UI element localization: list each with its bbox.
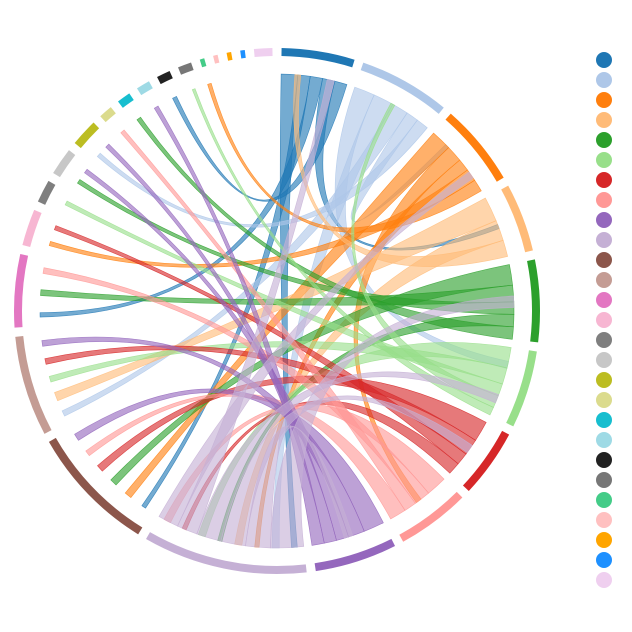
node-arc	[506, 350, 537, 427]
chords	[39, 73, 515, 549]
legend-marker	[596, 192, 612, 208]
legend-marker	[596, 492, 612, 508]
legend-marker	[596, 512, 612, 528]
node-arc	[53, 150, 76, 178]
node-arc	[199, 58, 207, 68]
chord	[53, 225, 467, 465]
node-arc	[253, 48, 273, 57]
node-arc	[157, 70, 173, 85]
legend-marker	[596, 312, 612, 328]
node-arc	[22, 209, 42, 248]
legend-marker	[596, 332, 612, 348]
node-arc	[100, 107, 116, 123]
node-arc	[445, 113, 504, 182]
legend-marker	[596, 412, 612, 428]
chord	[207, 82, 482, 233]
node-arc	[462, 430, 510, 491]
chord	[39, 76, 323, 318]
legend-marker	[596, 112, 612, 128]
legend-marker	[596, 552, 612, 568]
node-arc	[14, 253, 29, 328]
node-arc	[281, 48, 355, 68]
chord	[120, 129, 416, 511]
legend-marker	[596, 132, 612, 148]
node-arcs	[14, 48, 540, 574]
node-arc	[48, 437, 143, 535]
legend-marker	[596, 92, 612, 108]
legend-marker	[596, 292, 612, 308]
chord	[270, 295, 515, 549]
legend-marker	[596, 352, 612, 368]
chord	[196, 371, 500, 542]
legend-marker	[596, 532, 612, 548]
node-arc	[240, 49, 246, 59]
legend-marker	[596, 72, 612, 88]
legend-marker	[596, 232, 612, 248]
node-arc	[74, 122, 100, 149]
node-arc	[117, 93, 134, 108]
legend-marker	[596, 272, 612, 288]
legend-marker	[596, 392, 612, 408]
node-arc	[146, 532, 307, 574]
legend-marker	[596, 452, 612, 468]
node-arc	[37, 180, 56, 205]
chord	[191, 88, 494, 416]
node-arc	[360, 62, 444, 114]
node-arc	[501, 185, 533, 253]
legend-marker	[596, 472, 612, 488]
legend-marker	[596, 172, 612, 188]
legend-marker	[596, 572, 612, 588]
legend-marker	[596, 372, 612, 388]
chord	[293, 74, 508, 267]
legend-marker	[596, 432, 612, 448]
node-arc	[399, 491, 463, 542]
legend-marker	[596, 252, 612, 268]
node-arc	[314, 538, 396, 572]
chord	[124, 132, 450, 499]
node-arc	[527, 259, 540, 343]
chord	[158, 171, 474, 527]
legend-marker	[596, 52, 612, 68]
legend-marker	[596, 212, 612, 228]
legend	[596, 52, 612, 588]
node-arc	[213, 54, 220, 64]
node-arc	[226, 52, 233, 61]
node-arc	[15, 336, 52, 434]
legend-marker	[596, 152, 612, 168]
node-arc	[136, 81, 153, 96]
node-arc	[178, 62, 194, 75]
